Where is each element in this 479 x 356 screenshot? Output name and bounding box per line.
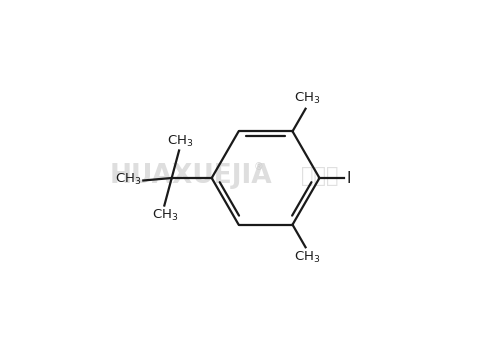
Text: HUAXUEJIA: HUAXUEJIA (110, 163, 272, 189)
Text: 化学加: 化学加 (301, 166, 338, 186)
Text: CH$_3$: CH$_3$ (167, 134, 194, 149)
Text: ®: ® (254, 163, 263, 173)
Text: I: I (347, 171, 352, 185)
Text: CH$_3$: CH$_3$ (294, 91, 320, 106)
Text: CH$_3$: CH$_3$ (294, 250, 320, 265)
Text: CH$_3$: CH$_3$ (115, 172, 142, 187)
Text: CH$_3$: CH$_3$ (152, 208, 179, 223)
